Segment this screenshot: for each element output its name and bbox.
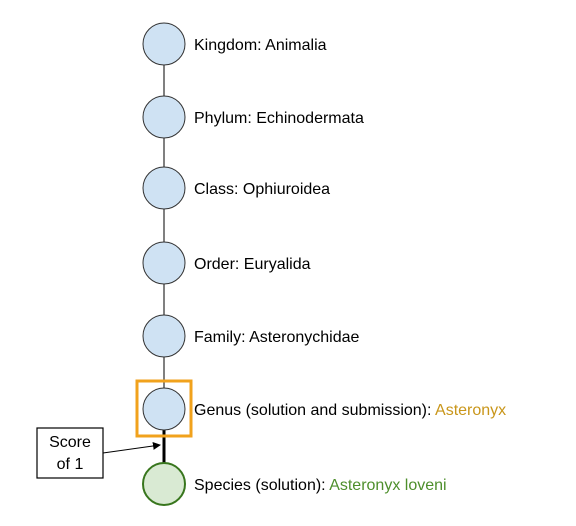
score-callout: Score of 1 bbox=[36, 427, 161, 479]
rank-label-0: Kingdom: Animalia bbox=[194, 37, 327, 54]
rank-label-text: Species (solution): bbox=[194, 477, 329, 494]
rank-label-4: Family: Asteronychidae bbox=[194, 329, 360, 346]
rank-node-6 bbox=[142, 462, 186, 506]
rank-node-5 bbox=[142, 387, 186, 431]
rank-label-text: Class: Ophiuroidea bbox=[194, 181, 330, 198]
rank-node-2 bbox=[142, 166, 186, 210]
species-name: Asteronyx loveni bbox=[329, 477, 446, 494]
rank-node-1 bbox=[142, 95, 186, 139]
rank-label-5: Genus (solution and submission): Asteron… bbox=[194, 402, 506, 419]
score-callout-line-2: of 1 bbox=[57, 456, 84, 473]
rank-node-0 bbox=[142, 22, 186, 66]
score-callout-box bbox=[36, 427, 104, 479]
genus-highlight-box bbox=[135, 379, 193, 438]
rank-label-text: Kingdom: Animalia bbox=[194, 37, 327, 54]
genus-name: Asteronyx bbox=[435, 402, 506, 419]
rank-node-4 bbox=[142, 314, 186, 358]
tree-nodes bbox=[135, 22, 193, 506]
rank-node-3 bbox=[142, 241, 186, 285]
rank-labels: Kingdom: Animalia Phylum: Echinodermata Cl… bbox=[194, 37, 506, 494]
score-callout-arrow bbox=[102, 442, 161, 454]
rank-label-text: Family: Asteronychidae bbox=[194, 329, 360, 346]
rank-label-text: Genus (solution and submission): bbox=[194, 402, 435, 419]
rank-label-1: Phylum: Echinodermata bbox=[194, 110, 364, 127]
rank-label-text: Order: Euryalida bbox=[194, 256, 311, 273]
rank-label-text: Phylum: Echinodermata bbox=[194, 110, 364, 127]
rank-label-3: Order: Euryalida bbox=[194, 256, 311, 273]
rank-label-6: Species (solution): Asteronyx loveni bbox=[194, 477, 447, 494]
score-callout-line-1: Score bbox=[49, 434, 91, 451]
rank-label-2: Class: Ophiuroidea bbox=[194, 181, 330, 198]
